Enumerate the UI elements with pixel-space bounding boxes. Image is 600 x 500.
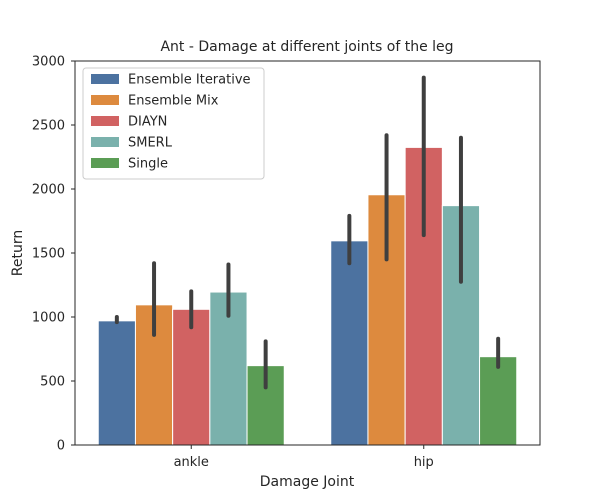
bar [172,308,211,446]
y-tick-label: 1000 [32,311,65,326]
chart-title: Ant - Damage at different joints of the … [160,39,453,55]
legend-label: Ensemble Mix [128,94,219,109]
bars-layer [97,146,518,446]
legend-label: SMERL [128,136,173,151]
bar [97,320,136,446]
x-axis-label: Damage Joint [260,474,355,490]
legend-swatch [91,158,119,168]
y-axis-ticks: 0 500 1000 1500 2000 2500 3000 [32,55,75,454]
y-tick-label: 2000 [32,183,65,198]
legend-label: Ensemble Iterative [128,73,251,88]
legend-box [82,67,265,180]
x-tick-label: ankle [174,455,209,470]
y-tick-label: 2500 [32,119,65,134]
y-axis-label: Return [10,230,26,276]
y-tick-label: 3000 [32,55,65,70]
bar [479,356,518,446]
x-axis-ticks: ankle hip [174,445,434,470]
legend-label: DIAYN [128,115,167,130]
legend-swatch [91,116,119,126]
x-tick-label: hip [414,455,434,470]
bar [330,240,369,446]
legend-entries: Ensemble Iterative Ensemble Mix DIAYN SMERL… [91,73,251,172]
legend: Ensemble Iterative Ensemble Mix DIAYN SMERL… [82,67,265,180]
y-tick-label: 500 [40,375,65,390]
legend-swatch [91,95,119,105]
legend-swatch [91,74,119,84]
y-tick-label: 0 [57,439,65,454]
error-bars-layer [114,75,501,390]
legend-label: Single [128,157,168,172]
legend-swatch [91,137,119,147]
y-tick-label: 1500 [32,247,65,262]
